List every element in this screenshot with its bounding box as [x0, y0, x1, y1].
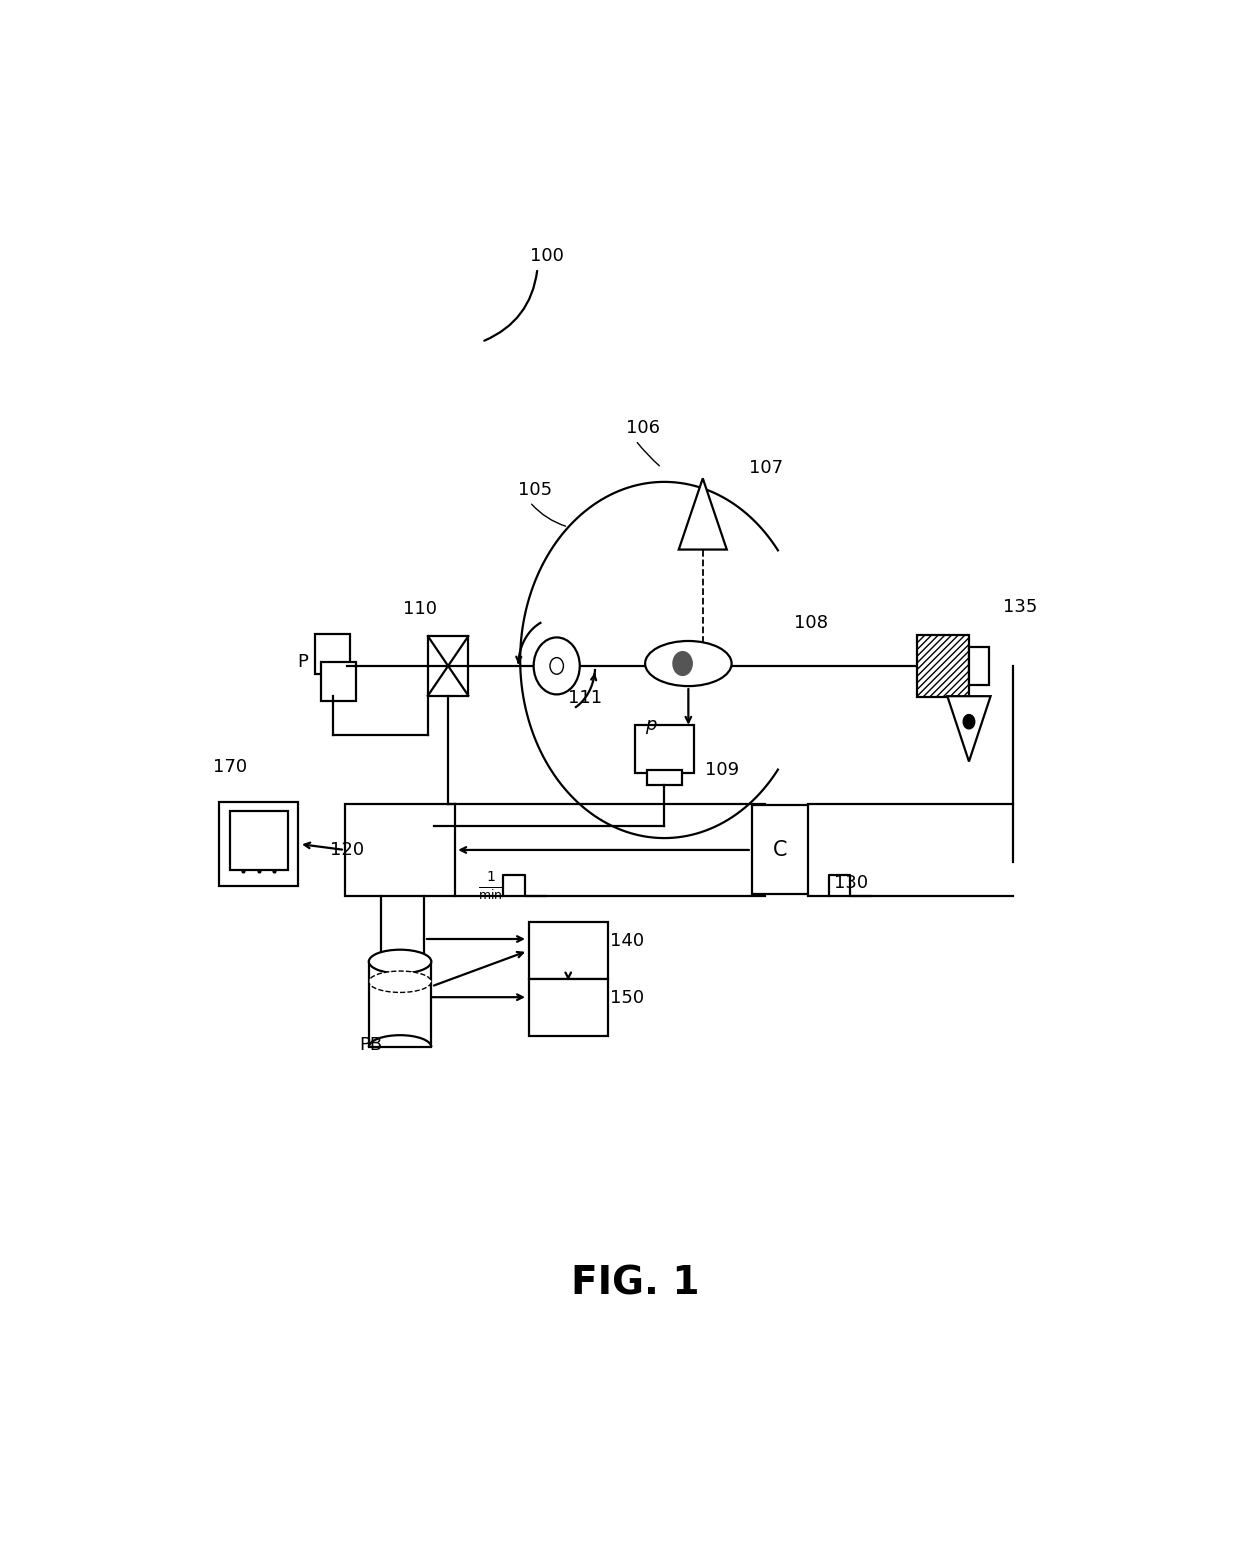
Text: 108: 108: [794, 614, 828, 632]
Bar: [428, 637, 469, 695]
Polygon shape: [947, 695, 991, 762]
Text: 120: 120: [330, 840, 365, 859]
Bar: [635, 725, 694, 773]
FancyArrowPatch shape: [532, 504, 565, 526]
Ellipse shape: [645, 641, 732, 686]
Text: 109: 109: [704, 762, 739, 779]
Bar: [647, 771, 682, 785]
Bar: [528, 979, 608, 1036]
Text: 150: 150: [610, 990, 644, 1007]
Text: 170: 170: [213, 757, 247, 776]
Bar: [345, 803, 455, 896]
Bar: [219, 802, 298, 885]
Bar: [321, 662, 356, 702]
Text: p: p: [645, 717, 656, 734]
Bar: [368, 962, 432, 1047]
Bar: [315, 634, 350, 674]
Text: 107: 107: [749, 458, 782, 476]
Bar: [751, 805, 807, 894]
Ellipse shape: [368, 971, 432, 993]
Ellipse shape: [368, 950, 432, 973]
Text: C: C: [773, 840, 787, 860]
Text: $\overline{\mathregular{min}}$: $\overline{\mathregular{min}}$: [479, 887, 503, 904]
Text: 130: 130: [835, 874, 868, 893]
Bar: [229, 811, 288, 870]
Bar: [916, 635, 970, 697]
Text: 140: 140: [610, 933, 644, 950]
FancyArrowPatch shape: [637, 443, 660, 466]
Bar: [528, 922, 608, 979]
Circle shape: [551, 657, 563, 674]
Text: P: P: [298, 654, 308, 671]
Text: 106: 106: [626, 419, 660, 438]
Text: $\mathregular{1}$: $\mathregular{1}$: [486, 870, 496, 885]
Circle shape: [963, 714, 975, 729]
Text: 111: 111: [568, 689, 603, 706]
Text: 110: 110: [403, 600, 436, 618]
Text: PB: PB: [360, 1036, 383, 1053]
Text: 135: 135: [1003, 598, 1037, 615]
Circle shape: [533, 637, 580, 694]
Bar: [970, 648, 988, 685]
Polygon shape: [678, 478, 727, 549]
Text: FIG. 1: FIG. 1: [572, 1264, 699, 1303]
Circle shape: [673, 652, 692, 675]
Text: 105: 105: [518, 481, 552, 500]
Text: 100: 100: [529, 247, 564, 265]
FancyArrowPatch shape: [485, 271, 537, 341]
